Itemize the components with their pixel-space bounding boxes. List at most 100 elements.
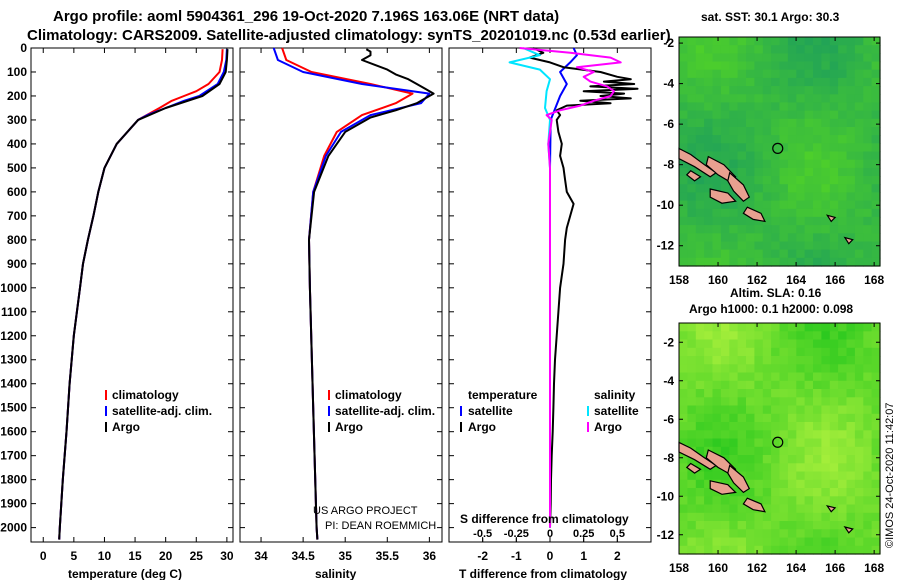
map-frame — [678, 36, 881, 267]
map-cell — [679, 135, 688, 144]
map-cell — [787, 545, 797, 555]
land-island — [727, 464, 751, 494]
map-cell — [762, 143, 772, 153]
map-cell — [854, 347, 864, 357]
map-cell — [829, 446, 839, 456]
map-cell — [762, 496, 772, 506]
map-cell — [787, 208, 797, 218]
map-cell — [695, 69, 705, 79]
map-cell — [838, 233, 848, 243]
map-cell — [821, 339, 831, 349]
map-cell — [863, 159, 873, 169]
map-cell — [704, 184, 714, 193]
map-cell — [804, 422, 814, 431]
map-cell — [720, 102, 730, 112]
map-cell — [704, 471, 714, 481]
map-cell — [829, 249, 839, 259]
map-cell — [787, 364, 797, 374]
map-cell — [838, 241, 848, 251]
map-cell — [804, 488, 814, 497]
map-cell — [821, 69, 831, 79]
map-cell — [746, 118, 755, 128]
map-cell — [779, 397, 789, 407]
map-cell — [871, 135, 881, 144]
map-cell — [821, 249, 831, 259]
map-cell — [771, 53, 781, 63]
map-cell — [737, 69, 747, 79]
map-cell — [821, 422, 831, 431]
map-cell — [779, 455, 789, 464]
map-cell — [804, 135, 814, 144]
map-cell — [754, 127, 764, 136]
map-cell — [762, 455, 772, 464]
depth-tick-label: 300 — [7, 113, 27, 127]
map-cell — [729, 143, 739, 153]
map-cell — [838, 257, 848, 267]
float-location-marker — [772, 436, 784, 448]
map-cell — [746, 184, 755, 193]
map-cell — [712, 200, 722, 210]
map-cell — [687, 380, 697, 390]
map-cell — [720, 537, 730, 547]
map-cell — [712, 545, 722, 555]
map-cell — [679, 200, 688, 210]
legend-title-salinity: salinity — [594, 388, 636, 402]
map-cell — [787, 504, 797, 514]
map-cell — [754, 61, 764, 71]
map-cell — [729, 504, 739, 514]
map-cell — [779, 463, 789, 473]
map-cell — [679, 438, 688, 448]
map-cell — [754, 94, 764, 104]
map-cell — [863, 184, 873, 193]
x2-tick-label: -0.5 — [473, 528, 492, 540]
map-cell — [737, 331, 747, 341]
map-cell — [854, 331, 864, 341]
map-cell — [821, 389, 831, 398]
map-cell — [813, 37, 822, 46]
map-cell — [846, 216, 856, 226]
map-cell — [704, 331, 714, 341]
map-cell — [821, 233, 831, 243]
map-cell — [679, 455, 688, 464]
map-cell — [779, 61, 789, 71]
map-cell — [846, 118, 856, 128]
map-cell — [720, 389, 730, 398]
depth-axis: 0 100 200 300 400 500 600 700 800 900 1000 1100 1200… — [0, 41, 27, 535]
map-cell — [829, 200, 839, 210]
map-cell — [804, 102, 814, 112]
map-cell — [771, 127, 781, 136]
map-cell — [854, 323, 864, 332]
map-cell — [746, 135, 755, 144]
map-cell — [796, 446, 806, 456]
map-cell — [854, 479, 864, 489]
depth-tick-label: 1700 — [0, 449, 27, 463]
map-cell — [737, 225, 747, 234]
map-cell — [704, 45, 714, 54]
map-cell — [754, 389, 764, 398]
map-cell — [821, 397, 831, 407]
map-cell — [712, 529, 722, 539]
map-cell — [779, 94, 789, 104]
map-cell — [695, 37, 705, 46]
map-cell — [821, 102, 831, 112]
map-cell — [804, 53, 814, 63]
map-cell — [854, 455, 864, 464]
legend-label-t-argo: Argo — [468, 420, 496, 434]
map-cell — [846, 37, 856, 46]
map-cell — [813, 545, 822, 555]
map-y-tick-label: -4 — [663, 374, 674, 388]
map-cell — [695, 102, 705, 112]
map-cell — [821, 118, 831, 128]
map-cell — [804, 504, 814, 514]
map-cell — [871, 430, 881, 440]
map-cell — [838, 356, 848, 365]
map-cell — [804, 176, 814, 185]
x-tick-label: 35 — [339, 549, 353, 563]
map-cell — [729, 356, 739, 365]
map-y-tick-label: -6 — [663, 117, 674, 131]
map-cell — [871, 61, 881, 71]
map-cell — [762, 331, 772, 341]
map-cell — [829, 372, 839, 382]
map-cell — [838, 208, 848, 218]
map-cell — [746, 151, 755, 161]
